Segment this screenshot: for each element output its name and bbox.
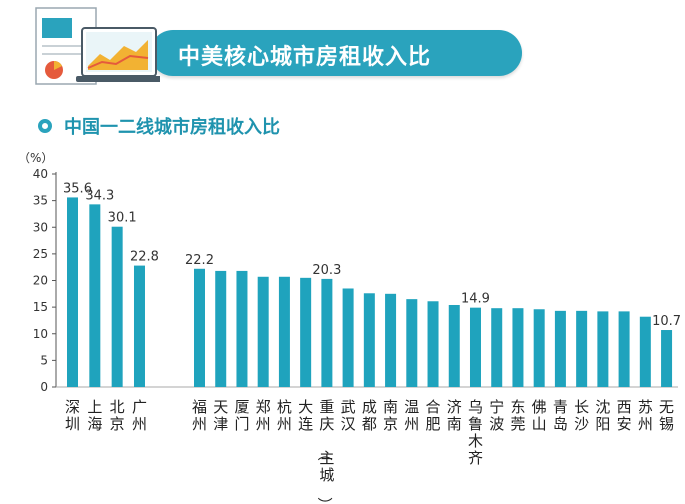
bar (89, 204, 101, 387)
bar (661, 330, 673, 387)
bar (133, 265, 145, 387)
category-label: 厦门 (234, 398, 249, 433)
y-tick-label: 15 (33, 300, 48, 314)
bar (67, 197, 78, 387)
y-tick-label: 10 (33, 327, 48, 341)
y-tick-label: 35 (33, 194, 48, 208)
category-label: 西安 (617, 398, 632, 433)
y-tick-label: 25 (33, 247, 48, 261)
chart-main-title: 中美核心城市房租收入比 (178, 45, 432, 70)
bar (427, 301, 439, 387)
data-label: 10.7 (652, 314, 681, 329)
bar (385, 293, 397, 387)
data-label: 30.1 (108, 211, 137, 226)
title-banner: 中美核心城市房租收入比 (150, 30, 522, 76)
bar (448, 304, 460, 387)
bar (469, 307, 481, 387)
category-label: 广州 (132, 398, 147, 433)
chart-subtitle: 中国一二线城市房租收入比 (64, 117, 280, 138)
category-label: 沈阳 (595, 398, 610, 433)
data-label: 22.8 (130, 250, 159, 265)
category-label: 南京 (383, 398, 398, 433)
y-axis-unit-label: （%） (18, 151, 53, 165)
data-label: 34.3 (85, 188, 114, 203)
bar (363, 293, 375, 387)
y-tick-label: 5 (40, 353, 48, 367)
bar (321, 278, 333, 387)
data-label: 35.6 (63, 181, 92, 196)
bar (597, 311, 609, 387)
category-label: 福州 (192, 398, 207, 433)
category-label: 温州 (404, 398, 419, 433)
category-label: 大连 (298, 398, 313, 433)
bar (491, 308, 503, 387)
bar (300, 277, 312, 387)
category-label: 宁波 (489, 398, 504, 433)
bar (618, 311, 630, 387)
category-label: 青岛 (553, 398, 568, 433)
bar (194, 268, 205, 387)
data-label: 22.2 (185, 253, 214, 268)
category-label: 济南 (447, 398, 462, 433)
category-label: 上海 (87, 398, 102, 433)
bar (257, 276, 269, 387)
bar (639, 316, 651, 387)
category-label: 成都 (362, 398, 377, 433)
bar (533, 309, 545, 387)
bar (278, 276, 290, 387)
category-label: 东莞 (510, 398, 525, 433)
category-label: 乌鲁木齐 (468, 398, 483, 467)
bar (406, 299, 418, 387)
category-label: 合肥 (426, 398, 441, 433)
bar (342, 288, 354, 387)
y-tick-label: 40 (33, 167, 48, 181)
subtitle-bullet-icon (38, 119, 52, 133)
y-tick-label: 0 (40, 380, 48, 394)
bar (111, 226, 123, 387)
bar (215, 270, 227, 387)
y-tick-label: 20 (33, 274, 48, 288)
bar (512, 308, 524, 387)
category-label: 佛山 (532, 398, 547, 433)
category-label: 无锡 (659, 398, 674, 433)
analytics-illustration (35, 7, 160, 85)
category-label: 深圳 (65, 398, 80, 433)
category-label: 北京 (110, 398, 125, 433)
category-label: 长沙 (574, 398, 589, 433)
bar (554, 310, 566, 387)
category-label: 天津 (213, 398, 228, 433)
category-label: 武汉 (341, 398, 356, 433)
category-label: 重庆（主城） (315, 398, 334, 504)
data-label: 20.3 (312, 263, 341, 278)
bar (236, 270, 248, 387)
y-tick-label: 30 (33, 220, 48, 234)
data-label: 14.9 (461, 292, 490, 307)
bar (576, 310, 588, 387)
category-label: 苏州 (638, 398, 653, 433)
category-label: 杭州 (277, 398, 292, 433)
category-label: 郑州 (256, 398, 271, 433)
